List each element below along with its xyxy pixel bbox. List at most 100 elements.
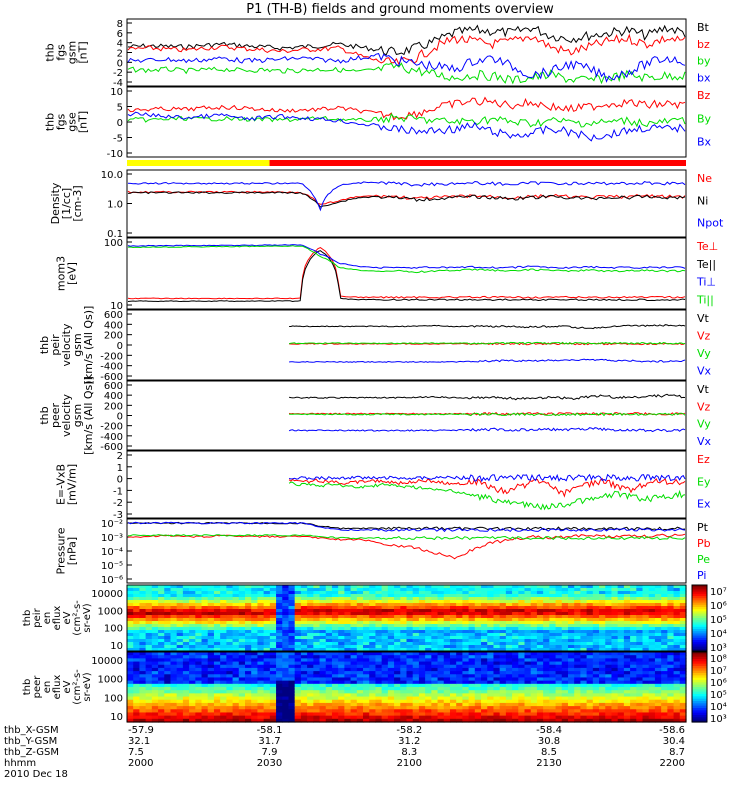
spectrogram-cell	[474, 609, 482, 613]
spectrogram-cell	[580, 585, 588, 589]
colorbar-cell	[692, 701, 707, 704]
spectrogram-cell	[468, 633, 476, 637]
spectrogram-cell	[412, 594, 420, 598]
spectrogram-cell	[294, 655, 302, 659]
spectrogram-cell	[611, 664, 619, 669]
spectrogram-cell	[425, 618, 432, 622]
spectrogram-cell	[536, 609, 544, 613]
spectrogram-cell	[387, 702, 395, 707]
spectrogram-cell	[586, 674, 594, 679]
spectrogram-cell	[561, 615, 569, 619]
spectrogram-cell	[518, 674, 526, 679]
spectrogram-cell	[580, 636, 588, 640]
spectrogram-cell	[648, 706, 656, 710]
spectrogram-cell	[213, 645, 221, 649]
spectrogram-cell	[487, 683, 495, 688]
spectrogram-cell	[654, 606, 662, 610]
spectrogram-cell	[232, 591, 240, 595]
spectrogram-cell	[456, 636, 463, 640]
spectrogram-cell	[406, 606, 414, 610]
spectrogram-cell	[145, 680, 153, 685]
spectrogram-cell	[207, 667, 215, 672]
spectrogram-cell	[151, 633, 159, 637]
spectrogram-cell	[530, 658, 538, 663]
spectrogram-cell	[375, 612, 383, 616]
spectrogram-cell	[456, 606, 463, 610]
spectrogram-cell	[499, 642, 507, 646]
spectrogram-cell	[325, 609, 333, 613]
spectrogram-cell	[561, 597, 569, 601]
spectrogram-cell	[667, 606, 675, 610]
spectrogram-cell	[369, 718, 377, 723]
spectrogram-cell	[418, 627, 426, 631]
spectrogram-cell	[226, 585, 234, 589]
spectrogram-cell	[449, 633, 457, 637]
spectrogram-cell	[127, 683, 134, 688]
spectrogram-cell	[518, 624, 526, 628]
spectrogram-cell	[182, 627, 190, 631]
spectrogram-cell	[251, 718, 259, 723]
spectrogram-cell	[630, 677, 637, 682]
spectrogram-cell	[493, 677, 501, 682]
spectrogram-cell	[282, 648, 290, 652]
spectrogram-cell	[437, 661, 445, 666]
spectrogram-cell	[555, 603, 563, 607]
spectrogram-cell	[307, 642, 314, 646]
spectrogram-cell	[468, 597, 476, 601]
spectrogram-cell	[468, 645, 476, 649]
spectrogram-cell	[319, 591, 327, 595]
spectrogram-cell	[679, 683, 687, 688]
spectrogram-cell	[406, 709, 414, 714]
spectrogram-cell	[481, 667, 488, 672]
spectrogram-cell	[586, 690, 594, 694]
spectrogram-cell	[164, 687, 172, 691]
spectrogram-cell	[182, 709, 190, 714]
spectrogram-cell	[282, 696, 290, 701]
spectrogram-cell	[325, 655, 333, 659]
spectrogram-cell	[133, 642, 141, 646]
spectrogram-cell	[158, 597, 165, 601]
spectrogram-cell	[145, 594, 153, 598]
legend-bz: bz	[697, 38, 710, 51]
y-tick-label: 10⁻²	[101, 519, 123, 530]
spectrogram-cell	[505, 715, 513, 720]
spectrogram-cell	[636, 642, 644, 646]
spectrogram-cell	[331, 645, 339, 649]
spectrogram-cell	[338, 618, 345, 622]
spectrogram-cell	[344, 627, 352, 631]
spectrogram-cell	[238, 639, 246, 643]
spectrogram-cell	[555, 624, 563, 628]
spectrogram-cell	[151, 615, 159, 619]
spectrogram-cell	[437, 667, 445, 672]
spectrogram-cell	[350, 627, 358, 631]
spectrogram-cell	[127, 630, 134, 634]
spectrogram-cell	[611, 639, 619, 643]
spectrogram-cell	[512, 699, 519, 704]
spectrogram-cell	[431, 680, 439, 685]
spectrogram-cell	[406, 600, 414, 604]
spectrogram-cell	[412, 671, 420, 675]
spectrogram-cell	[617, 652, 625, 656]
spectrogram-cell	[599, 674, 606, 679]
spectrogram-cell	[207, 594, 215, 598]
spectrogram-cell	[567, 655, 575, 659]
spectrogram-cell	[499, 603, 507, 607]
spectrogram-cell	[257, 690, 265, 694]
spectrogram-cell	[350, 591, 358, 595]
spectrogram-cell	[530, 683, 538, 688]
spectrogram-cell	[238, 715, 246, 720]
spectrogram-cell	[630, 658, 637, 663]
spectrogram-cell	[412, 612, 420, 616]
spectrogram-cell	[449, 621, 457, 625]
spectrogram-cell	[158, 664, 165, 669]
spectrogram-cell	[493, 667, 501, 672]
spectrogram-cell	[425, 609, 432, 613]
spectrogram-cell	[636, 630, 644, 634]
spectrogram-cell	[394, 639, 401, 643]
spectrogram-cell	[220, 671, 227, 675]
spectrogram-cell	[145, 709, 153, 714]
spectrogram-cell	[176, 664, 184, 669]
spectrogram-cell	[667, 706, 675, 710]
spectrogram-cell	[400, 655, 408, 659]
spectrogram-cell	[232, 585, 240, 589]
